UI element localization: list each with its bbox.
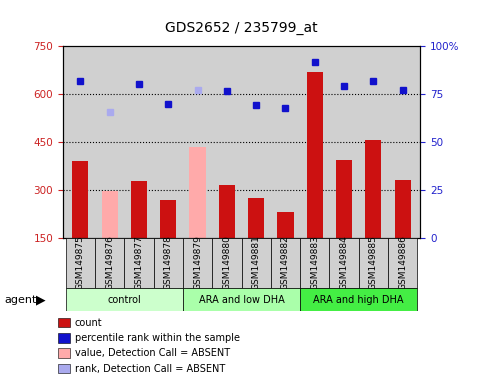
- FancyBboxPatch shape: [388, 238, 417, 288]
- FancyBboxPatch shape: [212, 238, 242, 288]
- FancyBboxPatch shape: [300, 288, 417, 311]
- Text: GSM149878: GSM149878: [164, 236, 173, 290]
- Text: ARA and high DHA: ARA and high DHA: [313, 295, 404, 305]
- Bar: [101, 191, 118, 238]
- Bar: [189, 147, 206, 238]
- Bar: [336, 160, 352, 238]
- Bar: [248, 198, 264, 238]
- Bar: [365, 141, 382, 238]
- FancyBboxPatch shape: [242, 238, 271, 288]
- Text: GSM149879: GSM149879: [193, 236, 202, 290]
- Bar: [277, 212, 294, 238]
- Text: count: count: [75, 318, 102, 328]
- Text: control: control: [107, 295, 141, 305]
- Bar: [131, 181, 147, 238]
- FancyBboxPatch shape: [66, 288, 183, 311]
- Text: GSM149886: GSM149886: [398, 236, 407, 290]
- FancyBboxPatch shape: [66, 238, 95, 288]
- Text: ▶: ▶: [36, 293, 46, 306]
- Text: GSM149875: GSM149875: [76, 236, 85, 290]
- Text: GDS2652 / 235799_at: GDS2652 / 235799_at: [165, 21, 318, 35]
- FancyBboxPatch shape: [183, 288, 300, 311]
- FancyBboxPatch shape: [329, 238, 359, 288]
- Text: percentile rank within the sample: percentile rank within the sample: [75, 333, 240, 343]
- FancyBboxPatch shape: [95, 238, 124, 288]
- FancyBboxPatch shape: [300, 238, 329, 288]
- Text: agent: agent: [5, 295, 37, 305]
- Text: rank, Detection Call = ABSENT: rank, Detection Call = ABSENT: [75, 364, 225, 374]
- Text: GSM149880: GSM149880: [222, 236, 231, 290]
- FancyBboxPatch shape: [154, 238, 183, 288]
- Text: GSM149876: GSM149876: [105, 236, 114, 290]
- Text: GSM149884: GSM149884: [340, 236, 349, 290]
- Bar: [307, 72, 323, 238]
- Bar: [160, 200, 176, 238]
- Text: GSM149877: GSM149877: [134, 236, 143, 290]
- Text: ARA and low DHA: ARA and low DHA: [199, 295, 284, 305]
- FancyBboxPatch shape: [183, 238, 212, 288]
- FancyBboxPatch shape: [271, 238, 300, 288]
- Text: value, Detection Call = ABSENT: value, Detection Call = ABSENT: [75, 348, 230, 358]
- Text: GSM149885: GSM149885: [369, 236, 378, 290]
- Text: GSM149882: GSM149882: [281, 236, 290, 290]
- FancyBboxPatch shape: [359, 238, 388, 288]
- Bar: [219, 185, 235, 238]
- Text: GSM149881: GSM149881: [252, 236, 261, 290]
- Text: GSM149883: GSM149883: [310, 236, 319, 290]
- FancyBboxPatch shape: [124, 238, 154, 288]
- Bar: [395, 180, 411, 238]
- Bar: [72, 161, 88, 238]
